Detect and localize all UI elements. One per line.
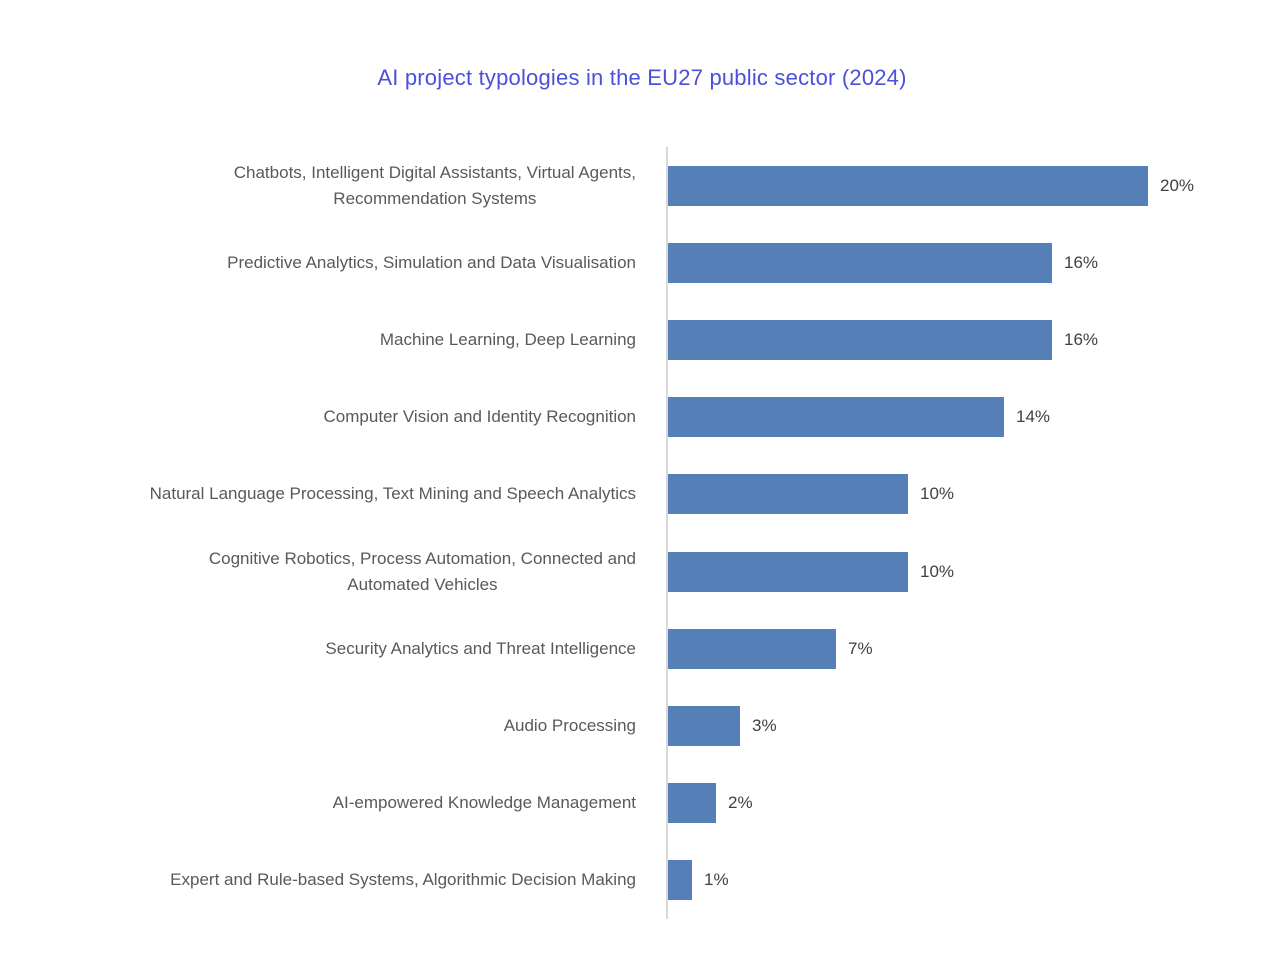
value-label: 16% [1064,252,1099,272]
value-label: 16% [1064,329,1099,349]
category-label-cell: Natural Language Processing, Text Mining… [0,456,666,533]
category-label: Natural Language Processing, Text Mining… [149,484,636,504]
bar [668,397,1004,438]
value-label: 14% [1016,407,1051,427]
bar-track: 1% [666,841,1284,919]
bar [668,551,908,592]
category-label: Computer Vision and Identity Recognition [323,407,636,427]
chart-row: Expert and Rule-based Systems, Algorithm… [0,841,1284,919]
chart-row: Audio Processing 3% [0,687,1284,765]
bar-chart-plot: Chatbots, Intelligent Digital Assistants… [0,147,1284,919]
category-label-cell: Computer Vision and Identity Recognition [0,379,666,456]
bar [668,628,836,669]
bar [668,860,692,901]
bar-track: 10% [666,455,1284,533]
category-label-cell: Cognitive Robotics, Process Automation, … [0,533,666,610]
bar [668,165,1148,206]
category-label: AI-empowered Knowledge Management [332,793,636,813]
bar-track: 20% [666,147,1284,225]
value-label: 2% [728,793,753,813]
bar-track: 14% [666,378,1284,456]
category-label: Chatbots, Intelligent Digital Assistants… [233,162,636,208]
bar-track: 16% [666,224,1284,302]
chart-row: Chatbots, Intelligent Digital Assistants… [0,147,1284,225]
value-label: 7% [848,638,873,658]
value-label: 10% [920,561,955,581]
chart-row: Predictive Analytics, Simulation and Dat… [0,224,1284,302]
category-label-cell: Security Analytics and Threat Intelligen… [0,610,666,687]
chart-row: Cognitive Robotics, Process Automation, … [0,532,1284,611]
chart-row: Machine Learning, Deep Learning 16% [0,301,1284,379]
category-label-cell: Expert and Rule-based Systems, Algorithm… [0,842,666,919]
category-label: Cognitive Robotics, Process Automation, … [208,548,636,594]
category-label-cell: Audio Processing [0,687,666,764]
bar-track: 3% [666,687,1284,765]
value-label: 1% [704,870,729,890]
category-label: Audio Processing [503,715,636,735]
category-label: Predictive Analytics, Simulation and Dat… [227,252,636,272]
chart-row: Natural Language Processing, Text Mining… [0,455,1284,533]
bar [668,242,1052,283]
chart-title: AI project typologies in the EU27 public… [377,65,907,90]
bar [668,705,740,746]
bar-track: 2% [666,764,1284,842]
bar-track: 7% [666,610,1284,688]
chart-row: Computer Vision and Identity Recognition… [0,378,1284,456]
bar-track: 10% [666,532,1284,611]
category-label: Security Analytics and Threat Intelligen… [325,638,636,658]
bar [668,319,1052,360]
bar-track: 16% [666,301,1284,379]
bar [668,474,908,515]
category-label: Machine Learning, Deep Learning [379,329,636,349]
value-label: 20% [1160,175,1195,195]
category-label-cell: Machine Learning, Deep Learning [0,301,666,378]
category-label: Expert and Rule-based Systems, Algorithm… [170,870,636,890]
value-label: 3% [752,715,777,735]
chart-row: AI-empowered Knowledge Management 2% [0,764,1284,842]
bar [668,783,716,824]
value-label: 10% [920,484,955,504]
category-label-cell: Chatbots, Intelligent Digital Assistants… [0,147,666,224]
category-label-cell: AI-empowered Knowledge Management [0,765,666,842]
chart-row: Security Analytics and Threat Intelligen… [0,610,1284,688]
category-label-cell: Predictive Analytics, Simulation and Dat… [0,224,666,301]
